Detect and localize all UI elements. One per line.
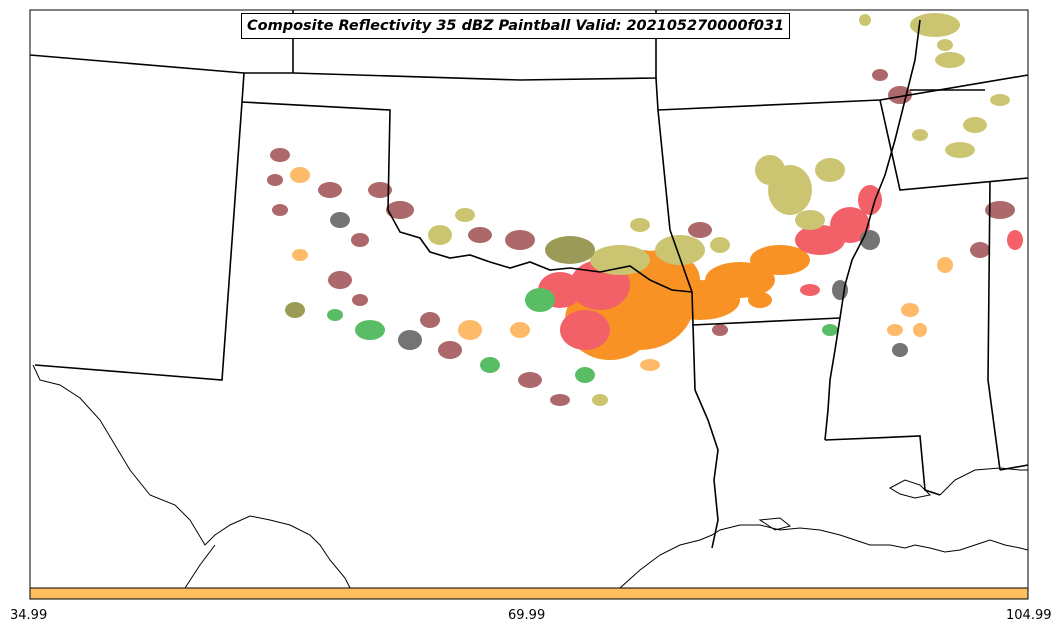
reflectivity-blob — [990, 94, 1010, 106]
reflectivity-blob — [750, 245, 810, 275]
reflectivity-blob — [892, 343, 908, 357]
reflectivity-blob — [913, 323, 927, 337]
colorbar — [29, 587, 1029, 600]
reflectivity-blob — [398, 330, 422, 350]
reflectivity-blob — [888, 86, 912, 104]
reflectivity-blob — [420, 312, 440, 328]
reflectivity-blob — [545, 236, 595, 264]
reflectivity-blob — [458, 320, 482, 340]
reflectivity-blob — [438, 341, 462, 359]
reflectivity-blob — [575, 367, 595, 383]
map-panel — [29, 9, 1029, 589]
reflectivity-blob — [872, 69, 888, 81]
reflectivity-blob — [592, 394, 608, 406]
reflectivity-blob — [428, 225, 452, 245]
reflectivity-blob — [630, 218, 650, 232]
reflectivity-blob — [795, 210, 825, 230]
reflectivity-blob — [355, 320, 385, 340]
reflectivity-blob — [272, 204, 288, 216]
reflectivity-blob — [318, 182, 342, 198]
reflectivity-blob — [705, 262, 775, 298]
reflectivity-blob — [290, 167, 310, 183]
reflectivity-blob — [712, 324, 728, 336]
colorbar-tick-mid: 69.99 — [508, 608, 546, 623]
colorbar-tick-min: 34.99 — [10, 608, 48, 623]
reflectivity-blob — [901, 303, 919, 317]
reflectivity-blob — [330, 212, 350, 228]
reflectivity-blob — [351, 233, 369, 247]
reflectivity-blob — [815, 158, 845, 182]
map-title: Composite Reflectivity 35 dBZ Paintball … — [241, 13, 791, 39]
reflectivity-blob — [292, 249, 308, 261]
reflectivity-blob — [935, 52, 965, 68]
reflectivity-blob — [748, 292, 772, 308]
reflectivity-blob — [560, 310, 610, 350]
reflectivity-blob — [267, 174, 283, 186]
reflectivity-blob — [525, 288, 555, 312]
reflectivity-blob — [550, 394, 570, 406]
reflectivity-blob — [352, 294, 368, 306]
reflectivity-blob — [285, 302, 305, 318]
reflectivity-blob — [970, 242, 990, 258]
reflectivity-blob — [590, 245, 650, 275]
reflectivity-blob — [468, 227, 492, 243]
reflectivity-blob — [510, 322, 530, 338]
reflectivity-blob — [655, 235, 705, 265]
reflectivity-blob — [755, 155, 785, 185]
reflectivity-blob — [830, 207, 870, 243]
reflectivity-blob — [710, 237, 730, 253]
reflectivity-blob — [912, 129, 928, 141]
reflectivity-blob — [640, 359, 660, 371]
reflectivity-blob — [505, 230, 535, 250]
colorbar-tick-max: 104.99 — [1006, 608, 1052, 623]
reflectivity-blob — [910, 13, 960, 37]
reflectivity-blob — [480, 357, 500, 373]
reflectivity-blob — [368, 182, 392, 198]
reflectivity-paintball-layer — [267, 13, 1023, 406]
reflectivity-blob — [327, 309, 343, 321]
reflectivity-blob — [800, 284, 820, 296]
reflectivity-blob — [1007, 230, 1023, 250]
reflectivity-blob — [328, 271, 352, 289]
reflectivity-blob — [688, 222, 712, 238]
reflectivity-blob — [963, 117, 987, 133]
state-boundaries — [29, 10, 1029, 549]
reflectivity-blob — [937, 39, 953, 51]
reflectivity-blob — [822, 324, 838, 336]
reflectivity-blob — [518, 372, 542, 388]
coastline — [32, 364, 1029, 589]
reflectivity-blob — [386, 201, 414, 219]
reflectivity-blob — [455, 208, 475, 222]
reflectivity-blob — [937, 257, 953, 273]
reflectivity-blob — [985, 201, 1015, 219]
reflectivity-blob — [859, 14, 871, 26]
reflectivity-blob — [945, 142, 975, 158]
reflectivity-blob — [858, 185, 882, 215]
reflectivity-blob — [270, 148, 290, 162]
reflectivity-blob — [887, 324, 903, 336]
